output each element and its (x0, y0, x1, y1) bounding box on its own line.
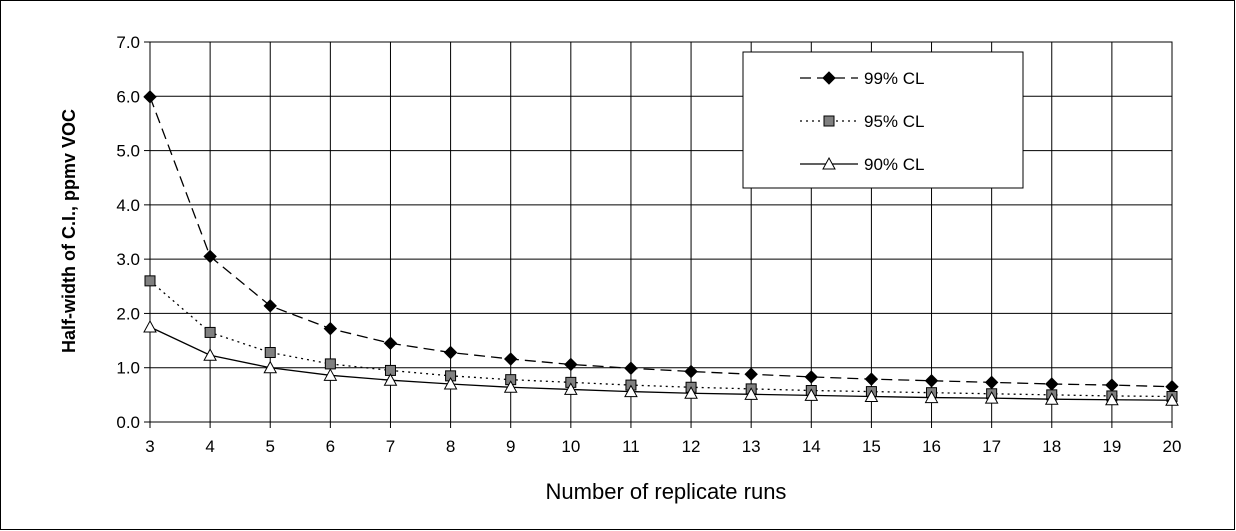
legend-label: 90% CL (864, 155, 924, 174)
x-tick-label: 20 (1163, 437, 1182, 456)
legend-label: 95% CL (864, 112, 924, 131)
legend-label: 99% CL (864, 69, 924, 88)
data-point-diamond (624, 361, 638, 375)
series-line (149, 96, 1173, 388)
data-point-triangle (203, 348, 217, 361)
data-point-diamond (864, 372, 879, 386)
data-point-diamond (804, 370, 819, 384)
data-point-triangle (624, 384, 638, 398)
x-axis-title: Number of replicate runs (546, 479, 787, 504)
data-point-diamond (984, 375, 999, 390)
data-point-triangle (984, 391, 999, 404)
series-line (149, 326, 1173, 401)
data-point-diamond (443, 345, 458, 360)
legend-marker-square (823, 115, 835, 127)
legend-item: 90% CL (800, 155, 924, 174)
data-point-diamond (684, 364, 698, 379)
data-point-triangle (924, 390, 939, 404)
x-tick-label: 6 (326, 437, 335, 456)
y-axis-ticks: 0.0 1.0 2.0 3.0 4.0 5.0 6.0 7.0 (116, 33, 150, 432)
data-point-triangle (143, 319, 157, 333)
data-point-triangle (1105, 392, 1119, 406)
x-tick-label: 3 (145, 437, 154, 456)
x-tick-label: 5 (266, 437, 275, 456)
data-point-diamond (323, 321, 338, 336)
legend-item: 99% CL (800, 69, 924, 88)
data-point-triangle (804, 388, 819, 401)
x-tick-label: 11 (622, 437, 640, 456)
y-tick-label: 3.0 (116, 250, 140, 269)
data-point-triangle (563, 382, 578, 395)
x-tick-label: 15 (862, 437, 881, 456)
x-tick-label: 17 (982, 437, 1001, 456)
data-point-triangle (1165, 393, 1179, 406)
x-tick-label: 12 (682, 437, 701, 456)
data-point-diamond (1045, 377, 1059, 391)
data-point-square (264, 347, 276, 359)
data-point-square (144, 275, 156, 287)
legend-marker-triangle (822, 156, 836, 170)
series-group (143, 90, 1179, 406)
y-axis-title: Half-width of C.I., ppmv VOC (59, 109, 79, 353)
y-tick-label: 0.0 (116, 413, 140, 432)
data-point-diamond (1165, 380, 1179, 394)
data-point-diamond (383, 336, 398, 350)
series-line (149, 280, 1173, 398)
legend-marker-diamond (822, 71, 836, 85)
legend-box (742, 51, 1024, 189)
x-tick-label: 16 (922, 437, 941, 456)
data-point-diamond (924, 374, 939, 388)
data-point-diamond (143, 90, 157, 104)
x-axis-ticks: 3 4 5 6 7 8 9 10 11 12 13 14 15 16 17 18 19 20 (145, 422, 1181, 456)
x-tick-label: 18 (1042, 437, 1061, 456)
data-point-diamond (263, 299, 277, 313)
data-point-triangle (263, 360, 278, 374)
data-point-square (324, 358, 336, 370)
data-point-diamond (1105, 378, 1119, 392)
legend-item: 95% CL (800, 112, 924, 131)
x-tick-label: 13 (742, 437, 761, 456)
y-tick-label: 6.0 (116, 87, 140, 106)
data-point-triangle (684, 386, 698, 399)
y-tick-label: 7.0 (116, 33, 140, 52)
data-point-diamond (564, 357, 578, 372)
data-point-diamond (203, 249, 217, 264)
plot-area (149, 41, 1173, 423)
x-tick-label: 14 (802, 437, 821, 456)
data-point-triangle (1044, 392, 1059, 405)
x-tick-label: 9 (506, 437, 515, 456)
x-tick-label: 7 (386, 437, 395, 456)
legend: 99% CL 95% CL 90% CL (742, 51, 1024, 189)
series-triangle (143, 319, 1179, 406)
x-tick-label: 8 (446, 437, 455, 456)
data-point-triangle (383, 373, 398, 386)
data-point-diamond (503, 352, 518, 366)
y-tick-label: 5.0 (116, 142, 140, 161)
x-tick-label: 19 (1102, 437, 1121, 456)
y-tick-label: 2.0 (116, 304, 140, 323)
y-tick-label: 1.0 (116, 359, 140, 378)
data-point-diamond (744, 367, 758, 381)
x-tick-label: 4 (205, 437, 214, 456)
data-point-triangle (864, 389, 879, 402)
data-point-triangle (744, 387, 759, 400)
data-point-triangle (443, 376, 458, 390)
data-point-square (204, 326, 216, 338)
data-point-triangle (503, 380, 518, 393)
data-point-triangle (323, 368, 338, 381)
plot-border (149, 41, 1173, 423)
x-tick-label: 10 (561, 437, 580, 456)
y-tick-label: 4.0 (116, 196, 140, 215)
